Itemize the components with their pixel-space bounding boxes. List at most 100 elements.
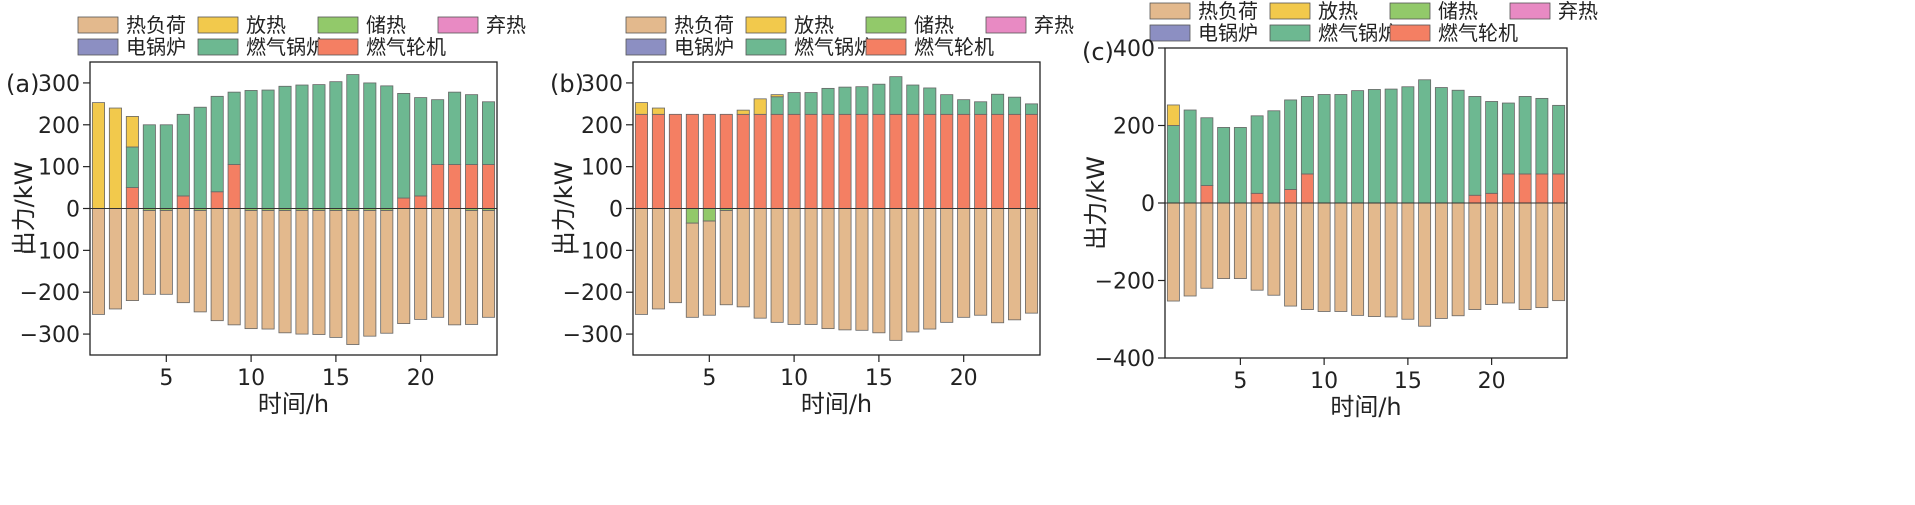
x-axis-label: 时间/h: [801, 390, 872, 418]
bar-储热-4: [685, 208, 699, 224]
y-tick-label: 0: [609, 198, 623, 223]
bar-燃气锅炉-16: [1418, 79, 1432, 204]
bar-热负荷-7: [736, 208, 750, 308]
bar-放热-2: [651, 107, 665, 115]
bar-燃气锅炉-19: [1468, 96, 1482, 196]
bar-燃气轮机-8: [210, 191, 224, 209]
bar-燃气锅炉-20: [414, 97, 428, 197]
bar-燃气轮机-13: [838, 113, 852, 209]
bar-热负荷-8: [1284, 202, 1298, 307]
bar-热负荷-24: [1552, 202, 1566, 302]
bar-燃气轮机-24: [482, 164, 496, 209]
y-tick-label: 300: [38, 72, 80, 97]
bar-热负荷-18: [923, 208, 937, 330]
bar-热负荷-9: [227, 208, 241, 326]
bar-热负荷-16: [346, 210, 360, 345]
bar-热负荷-4: [685, 222, 699, 318]
legend-label-6: 燃气锅炉: [246, 35, 326, 59]
x-tick-label: 20: [407, 366, 435, 391]
legend-label-6: 燃气锅炉: [794, 35, 874, 59]
legend-swatch-3: [865, 16, 907, 34]
bar-热负荷-14: [855, 208, 869, 331]
bar-燃气锅炉-19: [397, 92, 411, 199]
bar-燃气锅炉-14: [312, 84, 326, 209]
y-tick-label: −200: [1095, 270, 1155, 295]
bar-燃气轮机-6: [719, 113, 733, 209]
bar-热负荷-7: [193, 210, 207, 313]
bar-热负荷-9: [770, 208, 784, 323]
bar-燃气锅炉-17: [1434, 87, 1448, 204]
y-tick-label: −100: [563, 239, 623, 264]
bar-储热-5: [702, 208, 716, 222]
bar-燃气轮机-3: [1200, 185, 1214, 204]
bar-燃气锅炉-11: [261, 89, 275, 209]
bar-燃气轮机-12: [821, 113, 835, 209]
bar-燃气锅炉-10: [244, 90, 258, 209]
bar-燃气轮机-21: [431, 164, 445, 209]
x-axis-label: 时间/h: [1330, 393, 1401, 421]
bar-燃气锅炉-15: [329, 81, 343, 209]
bar-热负荷-19: [1468, 202, 1482, 310]
bar-燃气轮机-8: [753, 113, 767, 209]
bar-燃气轮机-23: [465, 164, 479, 209]
bar-热负荷-10: [244, 210, 258, 330]
legend-swatch-4: [1509, 2, 1551, 20]
bar-燃气锅炉-13: [295, 84, 309, 209]
x-tick-label: 10: [780, 366, 808, 391]
legend-swatch-1: [1149, 2, 1191, 20]
y-axis-label: 出力/kW: [550, 162, 578, 256]
bar-热负荷-11: [261, 210, 275, 330]
bar-燃气锅炉-16: [889, 76, 903, 115]
bar-燃气锅炉-9: [770, 96, 784, 115]
bar-热负荷-23: [1008, 208, 1022, 321]
bar-燃气锅炉-5: [1233, 127, 1247, 204]
bar-热负荷-17: [906, 208, 920, 333]
bar-燃气锅炉-18: [1451, 89, 1465, 204]
bar-燃气轮机-5: [702, 113, 716, 209]
bar-放热-1: [634, 102, 648, 115]
y-tick-label: 200: [581, 114, 623, 139]
bar-燃气轮机-24: [1552, 173, 1566, 204]
bar-燃气锅炉-24: [1552, 104, 1566, 175]
bar-燃气锅炉-3: [1200, 117, 1214, 186]
legend-swatch-1: [625, 16, 667, 34]
bar-燃气锅炉-14: [1384, 88, 1398, 204]
legend-swatch-3: [1389, 2, 1431, 20]
bar-燃气锅炉-4: [142, 124, 156, 209]
bar-热负荷-18: [380, 210, 394, 334]
legend-label-4: 弃热: [486, 13, 526, 37]
x-tick-label: 5: [159, 366, 173, 391]
bar-燃气轮机-6: [1250, 192, 1264, 204]
legend-swatch-5: [77, 38, 119, 56]
bar-热负荷-7: [1267, 202, 1281, 296]
bar-热负荷-16: [1418, 202, 1432, 327]
bar-燃气锅炉-23: [1008, 96, 1022, 115]
legend-label-6: 燃气锅炉: [1318, 21, 1398, 45]
legend-label-5: 电锅炉: [1198, 21, 1258, 45]
bar-燃气轮机-23: [1008, 113, 1022, 209]
y-tick-label: −200: [563, 281, 623, 306]
bar-燃气锅炉-7: [1267, 110, 1281, 204]
y-tick-label: 200: [38, 114, 80, 139]
bar-热负荷-3: [668, 208, 682, 304]
bar-热负荷-10: [787, 208, 801, 325]
bar-燃气锅炉-21: [974, 101, 988, 115]
bar-燃气锅炉-18: [923, 87, 937, 115]
bar-热负荷-1: [1166, 202, 1180, 302]
bar-燃气轮机-23: [1535, 173, 1549, 204]
bar-燃气轮机-22: [1518, 173, 1532, 204]
bar-热负荷-16: [889, 208, 903, 341]
bar-燃气锅炉-1: [1166, 125, 1180, 204]
bar-热负荷-24: [1025, 208, 1039, 314]
bar-热负荷-2: [1183, 202, 1197, 297]
legend-swatch-5: [1149, 24, 1191, 42]
bar-燃气锅炉-9: [227, 91, 241, 165]
bar-燃气轮机-22: [991, 113, 1005, 209]
legend-swatch-6: [1269, 24, 1311, 42]
bar-燃气轮机-10: [787, 113, 801, 209]
legend-swatch-6: [197, 38, 239, 56]
bar-燃气锅炉-17: [906, 84, 920, 115]
panel-label: (a): [6, 70, 39, 98]
